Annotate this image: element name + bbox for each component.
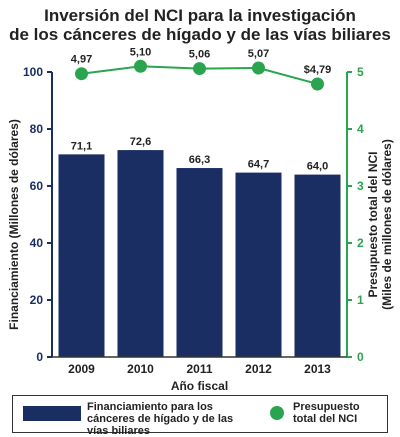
right-axis-tick-label: 0 <box>357 350 364 364</box>
budget-value-label: $4,79 <box>304 64 332 76</box>
legend: Financiamiento para los cánceres de híga… <box>12 395 388 437</box>
legend-line-label: Presupuesto total del NCI <box>293 401 360 425</box>
budget-point-2010 <box>134 59 147 73</box>
left-axis-tick-label: 0 <box>36 350 43 364</box>
budget-value-label: 5,10 <box>130 46 151 58</box>
bar-2013 <box>294 174 341 357</box>
bar-2011 <box>176 168 223 357</box>
budget-value-label: 4,97 <box>71 54 92 66</box>
budget-point-2011 <box>193 62 206 76</box>
budget-value-label: 5,06 <box>189 49 210 61</box>
legend-bar-label: Financiamiento para los cánceres de híga… <box>87 401 234 437</box>
x-axis-label: Año fiscal <box>171 379 228 393</box>
left-axis-tick-label: 40 <box>30 236 44 250</box>
x-axis-tick-label: 2009 <box>68 362 95 376</box>
budget-point-2012 <box>252 61 265 75</box>
chart-title-line2: de los cánceres de hígado y de las vías … <box>9 25 391 44</box>
budget-point-2009 <box>75 67 88 81</box>
y2-axis-label-line2: (Miles de millones de dólares) <box>380 139 394 310</box>
right-axis-tick-label: 5 <box>357 65 364 79</box>
right-axis-tick-label: 1 <box>357 293 364 307</box>
x-axis-tick-label: 2013 <box>304 362 331 376</box>
bar-value-label: 64,0 <box>307 161 328 173</box>
bar-2010 <box>117 150 164 357</box>
bar-2009 <box>58 154 105 357</box>
bar-value-label: 66,3 <box>189 154 210 166</box>
budget-point-2013 <box>311 77 324 91</box>
right-axis-tick-label: 3 <box>357 179 364 193</box>
left-axis-tick-label: 100 <box>23 65 43 79</box>
x-axis-tick-label: 2011 <box>186 362 212 376</box>
bar-value-label: 64,7 <box>248 159 269 171</box>
legend-line-marker <box>270 406 284 420</box>
budget-value-label: 5,07 <box>248 48 269 60</box>
right-axis-tick-label: 4 <box>357 122 364 136</box>
left-axis-tick-label: 60 <box>30 179 44 193</box>
y2-axis-label-line1: Presupuesto total del NCI <box>366 151 380 297</box>
x-axis-tick-label: 2010 <box>127 362 154 376</box>
bar-2012 <box>235 172 282 357</box>
chart-svg: 71,1 72,6 66,3 64,7 64,0 0 20 40 60 80 100 0 1 2 3 4 5 20… <box>7 46 394 393</box>
chart-title-line1: Inversión del NCI para la investigación <box>44 6 356 25</box>
bar-value-label: 71,1 <box>71 140 92 152</box>
y-axis-label: Financiamiento (Millones de dólares) <box>7 119 21 330</box>
left-axis-tick-label: 80 <box>30 122 44 136</box>
chart-title: Inversión del NCI para la investigación … <box>0 6 400 44</box>
x-axis-tick-label: 2012 <box>245 362 272 376</box>
bar-value-label: 72,6 <box>130 136 151 148</box>
left-axis-tick-label: 20 <box>30 293 44 307</box>
legend-bar-swatch <box>23 406 81 421</box>
right-axis-tick-label: 2 <box>357 236 364 250</box>
